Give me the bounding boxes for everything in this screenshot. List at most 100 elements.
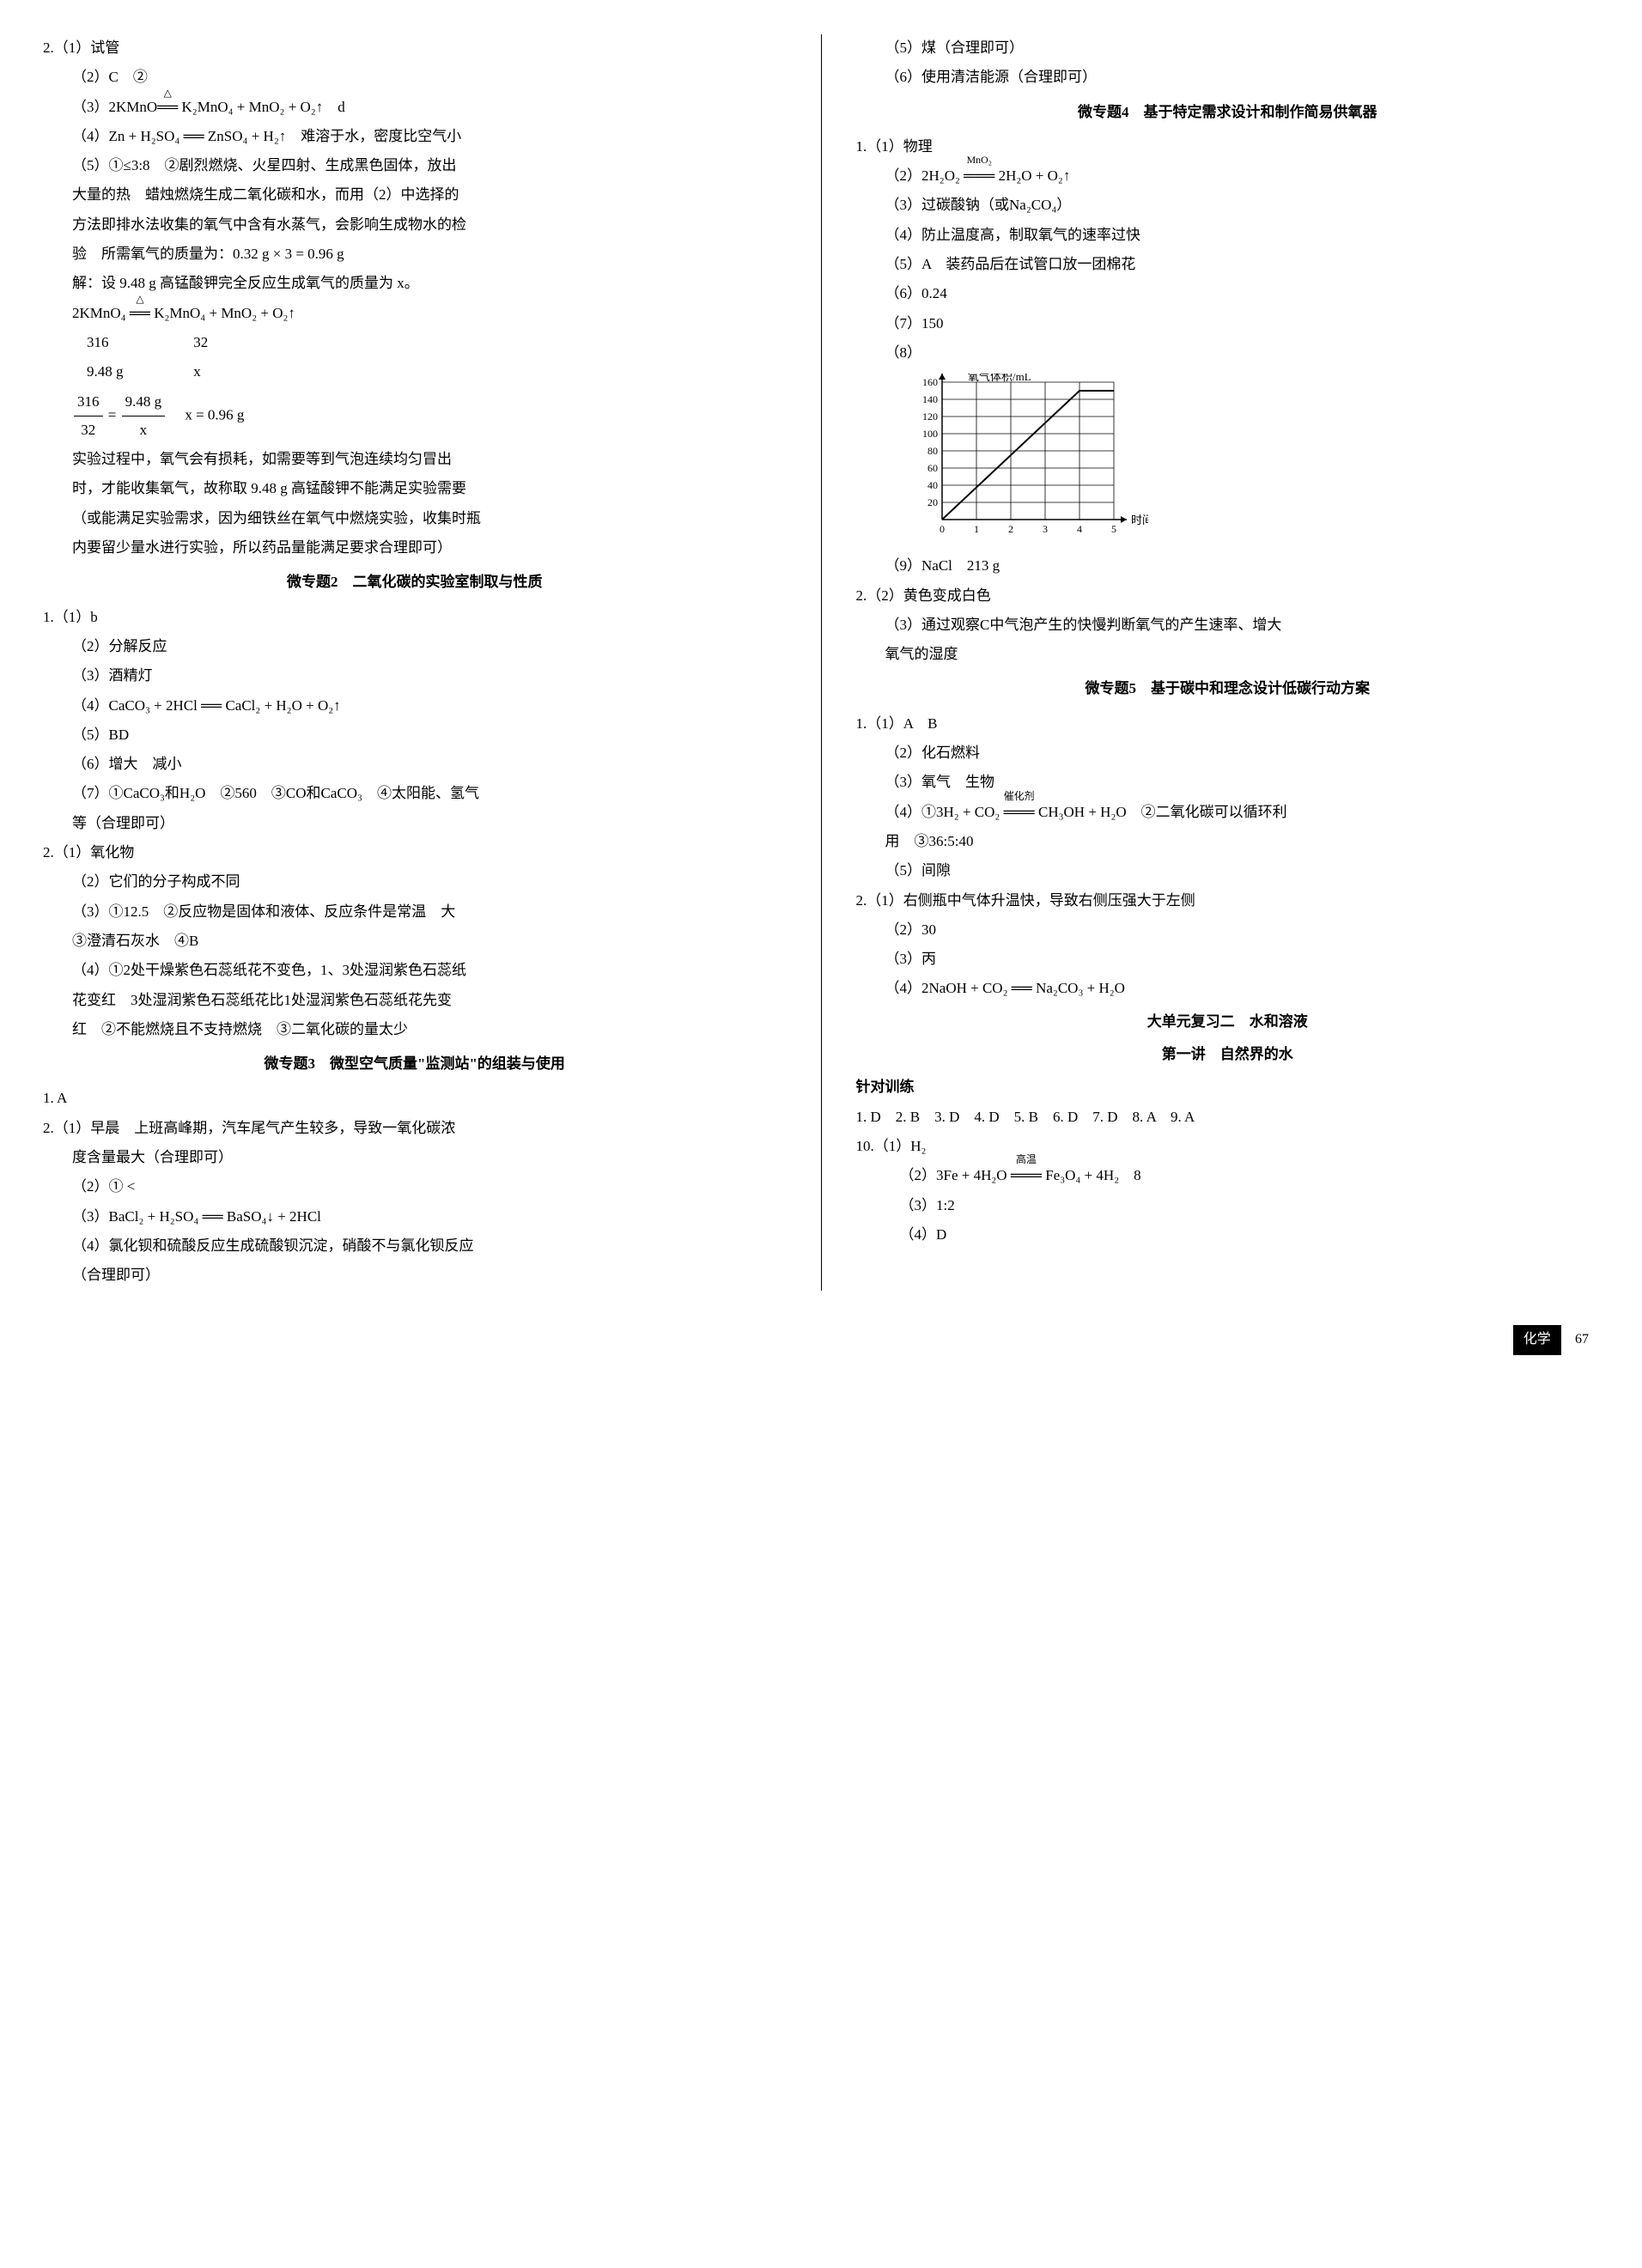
equation: 2KMnO₄ ══ K₂MnO₄ + MnO₂ + O₂↑ — [43, 300, 787, 327]
svg-text:4: 4 — [1077, 523, 1082, 535]
eq-prefix: （4）①3H₂ + CO₂ — [885, 804, 1004, 820]
svg-text:160: 160 — [922, 376, 938, 388]
answer-item: 1.（1）A B — [856, 710, 1600, 738]
svg-text:5: 5 — [1111, 523, 1116, 535]
answer-item: 1.（1）b — [43, 604, 787, 631]
answer-item: 验 所需氧气的质量为：0.32 g × 3 = 0.96 g — [43, 240, 787, 268]
eq-catalyst: 催化剂═══ — [1004, 799, 1035, 826]
svg-text:20: 20 — [927, 496, 938, 508]
subject-label: 化学 — [1513, 1325, 1561, 1354]
answer-item: 2.（1）氧化物 — [43, 839, 787, 866]
stoich-row: 316 32 — [43, 329, 787, 356]
eq-prefix: （2）3Fe + 4H₂O — [900, 1167, 1011, 1183]
answer-item: （3）酒精灯 — [43, 662, 787, 690]
answer-item: （5）BD — [43, 721, 787, 749]
eq-catalyst: MnO₂═══ — [964, 162, 994, 190]
eq-prefix: （3）2KMnO — [72, 99, 157, 115]
svg-text:2: 2 — [1008, 523, 1013, 535]
answer-item: （7）150 — [856, 310, 1600, 337]
answer-item: 实验过程中，氧气会有损耗，如需要等到气泡连续均匀冒出 — [43, 446, 787, 473]
answer-item: （2）2H₂O₂ MnO₂═══ 2H₂O + O₂↑ — [856, 162, 1600, 190]
answer-item: （2）分解反应 — [43, 633, 787, 660]
stoich-value: 32 — [193, 329, 228, 356]
answer-item: （4）D — [856, 1221, 1600, 1249]
fraction: 9.48 g x — [122, 388, 166, 445]
eq-triangle: ══ — [157, 94, 178, 121]
answer-item: 2.（1）右侧瓶中气体升温快，导致右侧压强大于左侧 — [856, 887, 1600, 915]
answer-item: （6）使用清洁能源（合理即可） — [856, 64, 1600, 91]
answer-item: （4）①3H₂ + CO₂ 催化剂═══ CH₃OH + H₂O ②二氧化碳可以… — [856, 799, 1600, 826]
answer-item: 用 ③36:5:40 — [856, 828, 1600, 855]
answer-item: （3）氧气 生物 — [856, 769, 1600, 796]
eq-prefix: （2）2H₂O₂ — [885, 167, 964, 184]
svg-text:0: 0 — [940, 523, 945, 535]
fraction: 316 32 — [74, 388, 103, 445]
page-footer: 化学 67 — [43, 1325, 1599, 1354]
answer-item: 2.（1）试管 — [43, 34, 787, 62]
eq-hightemp: 高温═══ — [1011, 1162, 1042, 1189]
answer-item: 花变红 3处湿润紫色石蕊纸花比1处湿润紫色石蕊纸花先变 — [43, 987, 787, 1014]
numerator: 316 — [74, 388, 103, 417]
answer-item: （2）它们的分子构成不同 — [43, 868, 787, 896]
practice-label: 针对训练 — [856, 1073, 1600, 1101]
answer-item: 内要留少量水进行实验，所以药品量能满足要求合理即可） — [43, 534, 787, 562]
right-column: （5）煤（合理即可） （6）使用清洁能源（合理即可） 微专题4 基于特定需求设计… — [856, 34, 1600, 1291]
answer-item: 时，才能收集氧气，故称取 9.48 g 高锰酸钾不能满足实验需要 — [43, 475, 787, 502]
answer-item: （4）氯化钡和硫酸反应生成硫酸钡沉淀，硝酸不与氯化钡反应 — [43, 1232, 787, 1260]
eq-suffix: CH₃OH + H₂O ②二氧化碳可以循环利 — [1035, 804, 1287, 820]
answer-item: 方法即排水法收集的氧气中含有水蒸气，会影响生成物水的检 — [43, 211, 787, 239]
answer-item: （4）CaCO₃ + 2HCl ══ CaCl₂ + H₂O + O₂↑ — [43, 692, 787, 720]
answer-item: （5）A 装药品后在试管口放一团棉花 — [856, 251, 1600, 278]
answer-item: （6）增大 减小 — [43, 751, 787, 778]
equals: = — [108, 406, 120, 423]
eq-triangle: ══ — [130, 300, 150, 327]
answer-item: 2.（2）黄色变成白色 — [856, 582, 1600, 610]
answer-item: 1. D 2. B 3. D 4. D 5. B 6. D 7. D 8. A … — [856, 1104, 1600, 1131]
section-title: 微专题5 基于碳中和理念设计低碳行动方案 — [856, 675, 1600, 702]
answer-item: （3）2KMnO══ K₂MnO₄ + MnO₂ + O₂↑ d — [43, 94, 787, 121]
svg-text:120: 120 — [922, 410, 938, 423]
answer-item: 1. A — [43, 1085, 787, 1112]
answer-item: （8） — [856, 339, 1600, 367]
denominator: x — [122, 417, 166, 444]
eq-suffix: 2H₂O + O₂↑ — [994, 167, 1070, 184]
page-number: 67 — [1565, 1325, 1599, 1354]
answer-item: （4）Zn + H₂SO₄ ══ ZnSO₄ + H₂↑ 难溶于水，密度比空气小 — [43, 123, 787, 150]
svg-text:40: 40 — [927, 479, 938, 491]
answer-item: （2）C ② — [43, 64, 787, 91]
answer-item: （4）2NaOH + CO₂ ══ Na₂CO₃ + H₂O — [856, 975, 1600, 1002]
svg-text:140: 140 — [922, 393, 938, 405]
oxygen-volume-chart: 20406080100120140160012345氧气体积/mL时间/min — [908, 374, 1148, 545]
stoich-value: 9.48 g — [87, 358, 190, 386]
answer-item: 2.（1）早晨 上班高峰期，汽车尾气产生较多，导致一氧化碳浓 — [43, 1115, 787, 1142]
section-title: 微专题4 基于特定需求设计和制作简易供氧器 — [856, 99, 1600, 126]
answer-item: （5）煤（合理即可） — [856, 34, 1600, 62]
answer-item: 解：设 9.48 g 高锰酸钾完全反应生成氧气的质量为 x。 — [43, 270, 787, 297]
answer-item: 氧气的湿度 — [856, 641, 1600, 668]
numerator: 9.48 g — [122, 388, 166, 417]
answer-item: 红 ②不能燃烧且不支持燃烧 ③二氧化碳的量太少 — [43, 1016, 787, 1043]
result: x = 0.96 g — [170, 406, 244, 423]
answer-item: ③澄清石灰水 ④B — [43, 927, 787, 955]
answer-item: （2）① < — [43, 1173, 787, 1201]
answer-item: （3）丙 — [856, 946, 1600, 973]
answer-item: （4）防止温度高，制取氧气的速率过快 — [856, 222, 1600, 249]
answer-item: （6）0.24 — [856, 280, 1600, 307]
left-column: 2.（1）试管 （2）C ② （3）2KMnO══ K₂MnO₄ + MnO₂ … — [43, 34, 787, 1291]
stoich-value: x — [193, 358, 228, 386]
svg-text:60: 60 — [927, 462, 938, 474]
answer-item: （7）①CaCO₃和H₂O ②560 ③CO和CaCO₃ ④太阳能、氢气 — [43, 780, 787, 807]
answer-item: （5）①≤3:8 ②剧烈燃烧、火星四射、生成黑色固体，放出 — [43, 152, 787, 179]
answer-item: （2）30 — [856, 916, 1600, 944]
fraction-equation: 316 32 = 9.48 g x x = 0.96 g — [43, 388, 787, 445]
svg-text:1: 1 — [974, 523, 979, 535]
stoich-value: 316 — [87, 329, 190, 356]
svg-text:氧气体积/mL: 氧气体积/mL — [968, 374, 1031, 383]
answer-item: 等（合理即可） — [43, 810, 787, 837]
answer-item: （9）NaCl 213 g — [856, 552, 1600, 580]
chart-container: 20406080100120140160012345氧气体积/mL时间/min — [908, 374, 1600, 545]
eq-suffix: K₂MnO₄ + MnO₂ + O₂↑ d — [178, 99, 344, 115]
answer-item: （5）间隙 — [856, 857, 1600, 885]
svg-text:100: 100 — [922, 428, 938, 440]
answer-item: （3）①12.5 ②反应物是固体和液体、反应条件是常温 大 — [43, 898, 787, 926]
